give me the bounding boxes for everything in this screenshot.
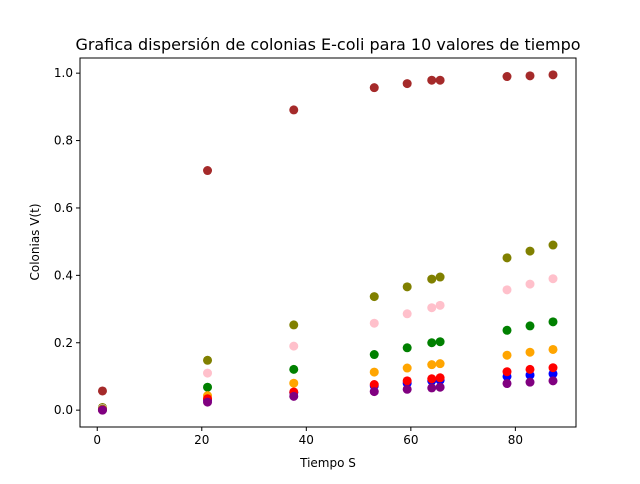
scatter-point bbox=[427, 303, 437, 313]
scatter-point bbox=[369, 318, 379, 328]
scatter-point bbox=[203, 397, 213, 407]
data-points bbox=[97, 70, 558, 415]
scatter-point bbox=[402, 384, 412, 394]
scatter-point bbox=[203, 368, 213, 378]
scatter-point bbox=[502, 285, 512, 295]
scatter-point bbox=[402, 363, 412, 373]
scatter-point bbox=[369, 367, 379, 377]
x-axis-label: Tiempo S bbox=[299, 456, 356, 470]
scatter-point bbox=[289, 391, 299, 401]
plot-area-frame bbox=[79, 57, 577, 428]
scatter-point bbox=[502, 367, 512, 377]
scatter-point bbox=[435, 272, 445, 282]
y-axis-ticks: 0.0 0.2 0.4 0.6 0.8 1.0 bbox=[54, 66, 80, 417]
x-tick-label: 40 bbox=[299, 433, 314, 447]
scatter-point bbox=[427, 383, 437, 393]
scatter-point bbox=[427, 75, 437, 85]
y-tick-label: 0.2 bbox=[54, 336, 73, 350]
scatter-point bbox=[289, 378, 299, 388]
scatter-point bbox=[525, 377, 535, 387]
scatter-series bbox=[97, 70, 558, 396]
scatter-point bbox=[203, 166, 213, 176]
scatter-point bbox=[203, 382, 213, 392]
scatter-series bbox=[97, 274, 558, 413]
y-tick-label: 1.0 bbox=[54, 66, 73, 80]
scatter-series bbox=[97, 376, 558, 415]
scatter-point bbox=[435, 373, 445, 383]
scatter-point bbox=[427, 274, 437, 284]
x-axis-ticks: 0 20 40 60 80 bbox=[93, 427, 523, 447]
x-tick-label: 20 bbox=[194, 433, 209, 447]
scatter-point bbox=[402, 343, 412, 353]
x-tick-label: 60 bbox=[403, 433, 418, 447]
scatter-point bbox=[427, 374, 437, 384]
scatter-point bbox=[548, 274, 558, 284]
scatter-point bbox=[525, 246, 535, 256]
scatter-point bbox=[289, 341, 299, 351]
scatter-point bbox=[435, 75, 445, 85]
scatter-point bbox=[525, 347, 535, 357]
scatter-point bbox=[548, 70, 558, 80]
scatter-point bbox=[289, 105, 299, 115]
scatter-point bbox=[435, 382, 445, 392]
scatter-point bbox=[402, 309, 412, 319]
scatter-point bbox=[525, 364, 535, 374]
y-tick-label: 0.6 bbox=[54, 201, 73, 215]
scatter-point bbox=[548, 240, 558, 250]
scatter-point bbox=[97, 405, 107, 415]
scatter-point bbox=[525, 71, 535, 81]
scatter-point bbox=[502, 379, 512, 389]
scatter-point bbox=[525, 321, 535, 331]
scatter-point bbox=[402, 376, 412, 386]
y-axis-label: Colonias V(t) bbox=[28, 203, 42, 280]
scatter-point bbox=[502, 325, 512, 335]
scatter-point bbox=[502, 253, 512, 263]
scatter-point bbox=[402, 282, 412, 292]
scatter-point bbox=[369, 387, 379, 397]
scatter-point bbox=[502, 72, 512, 82]
scatter-point bbox=[548, 317, 558, 327]
scatter-point bbox=[427, 360, 437, 370]
scatter-point bbox=[435, 359, 445, 369]
scatter-point bbox=[502, 350, 512, 360]
scatter-point bbox=[369, 380, 379, 390]
scatter-point bbox=[435, 300, 445, 310]
scatter-point bbox=[203, 355, 213, 365]
y-tick-label: 0.0 bbox=[54, 403, 73, 417]
scatter-series bbox=[97, 317, 558, 414]
x-tick-label: 80 bbox=[508, 433, 523, 447]
chart-title: Grafica dispersión de colonias E-coli pa… bbox=[75, 35, 580, 54]
x-tick-label: 0 bbox=[93, 433, 101, 447]
scatter-point bbox=[289, 320, 299, 330]
scatter-point bbox=[369, 83, 379, 93]
scatter-point bbox=[369, 350, 379, 360]
y-tick-label: 0.4 bbox=[54, 268, 73, 282]
scatter-point bbox=[525, 279, 535, 289]
scatter-point bbox=[548, 344, 558, 354]
scatter-point bbox=[369, 292, 379, 302]
scatter-point bbox=[548, 376, 558, 386]
scatter-point bbox=[289, 364, 299, 374]
scatter-point bbox=[435, 337, 445, 347]
scatter-point bbox=[548, 363, 558, 373]
scatter-point bbox=[427, 338, 437, 348]
y-tick-label: 0.8 bbox=[54, 134, 73, 148]
scatter-point bbox=[97, 386, 107, 396]
scatter-point bbox=[402, 79, 412, 89]
